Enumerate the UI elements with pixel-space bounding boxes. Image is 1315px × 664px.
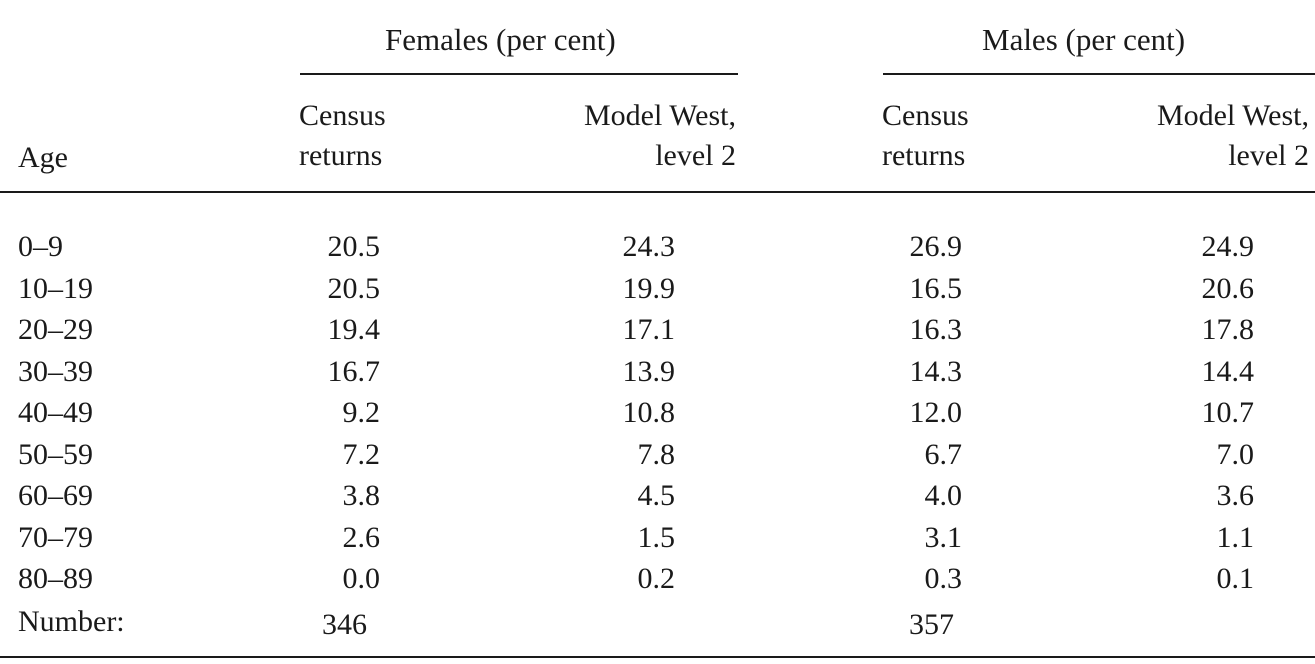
males-model-cell: 1.1 [1216, 520, 1255, 554]
males-census-cell: 16.3 [909, 313, 963, 346]
females-census-header: Census returns [299, 96, 386, 176]
age-cell: 10–19 [18, 271, 93, 305]
age-cell: 20–29 [18, 313, 93, 346]
age-cell: 70–79 [18, 520, 93, 554]
males-model-cell: 20.6 [1201, 271, 1255, 305]
age-cell: 80–89 [18, 562, 93, 595]
males-census-cell: 6.7 [924, 437, 963, 471]
females-census-cell: 20.5 [327, 271, 381, 305]
females-census-cell: 7.2 [342, 437, 381, 471]
males-model-header: Model West, level 2 [1069, 96, 1309, 176]
age-column-header: Age [18, 141, 68, 174]
males-group-rule [883, 73, 1315, 75]
males-census-cell: 14.3 [909, 354, 963, 388]
males-census-cell: 26.9 [909, 230, 963, 263]
females-model-cell: 19.9 [622, 271, 676, 305]
females-group-rule [300, 73, 738, 75]
model-header-line1: Model West, [583, 99, 736, 132]
females-group-header: Females (per cent) [385, 22, 616, 57]
males-model-cell: 24.9 [1201, 230, 1255, 263]
census-header-line2: returns [299, 139, 383, 172]
females-model-cell: 4.5 [637, 479, 676, 512]
age-cell: 40–49 [18, 396, 93, 429]
census-header-line1: Census [299, 99, 386, 132]
model-header-line1: Model West, [1156, 99, 1309, 132]
males-model-cell: 14.4 [1201, 354, 1255, 388]
males-census-cell: 4.0 [924, 479, 963, 512]
females-model-cell: 17.1 [622, 313, 676, 346]
females-model-cell: 0.2 [637, 562, 676, 595]
females-model-cell: 1.5 [637, 520, 676, 554]
females-model-header: Model West, level 2 [496, 96, 736, 176]
females-census-cell: 0.0 [342, 562, 381, 595]
males-model-cell: 3.6 [1216, 479, 1255, 512]
bottom-rule [0, 656, 1315, 658]
females-model-cell: 24.3 [622, 230, 676, 263]
age-cell: 30–39 [18, 354, 93, 388]
females-census-cell: 16.7 [327, 354, 381, 388]
number-row-females-census: 346 [322, 608, 367, 641]
females-model-cell: 7.8 [637, 437, 676, 471]
model-header-line2: level 2 [655, 139, 736, 172]
model-header-line2: level 2 [1228, 139, 1309, 172]
census-header-line1: Census [882, 99, 969, 132]
males-model-cell: 7.0 [1216, 437, 1255, 471]
females-census-cell: 3.8 [342, 479, 381, 512]
header-rule [0, 191, 1315, 193]
males-model-cell: 0.1 [1216, 562, 1255, 595]
age-cell: 0–9 [18, 230, 63, 263]
males-model-cell: 17.8 [1201, 313, 1255, 346]
males-census-cell: 16.5 [909, 271, 963, 305]
number-row-males-census: 357 [909, 608, 954, 641]
females-census-cell: 19.4 [327, 313, 381, 346]
females-model-cell: 10.8 [622, 396, 676, 429]
females-census-cell: 9.2 [342, 396, 381, 429]
males-model-cell: 10.7 [1201, 396, 1255, 429]
females-census-cell: 20.5 [327, 230, 381, 263]
age-cell: 50–59 [18, 437, 93, 471]
males-census-header: Census returns [882, 96, 969, 176]
census-header-line2: returns [882, 139, 966, 172]
males-census-cell: 0.3 [924, 562, 963, 595]
males-census-cell: 3.1 [924, 520, 963, 554]
females-census-cell: 2.6 [342, 520, 381, 554]
age-cell: 60–69 [18, 479, 93, 512]
number-row-label: Number: [18, 605, 125, 638]
females-model-cell: 13.9 [622, 354, 676, 388]
males-census-cell: 12.0 [909, 396, 963, 429]
males-group-header: Males (per cent) [982, 22, 1186, 57]
